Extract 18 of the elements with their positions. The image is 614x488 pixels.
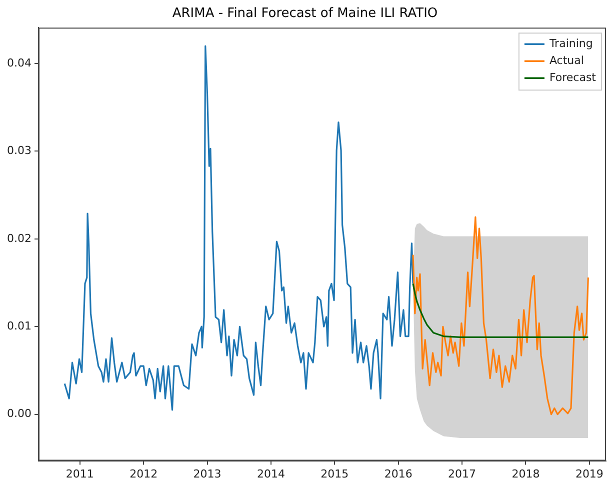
y-tick-label: 0.03: [6, 144, 32, 158]
legend-label: Actual: [549, 54, 584, 67]
x-tick-label: 2011: [66, 467, 94, 480]
chart-title: ARIMA - Final Forecast of Maine ILI RATIO: [172, 6, 438, 22]
x-tick-label: 2013: [193, 467, 222, 480]
y-tick-label: 0.01: [6, 319, 32, 332]
x-tick-label: 2019: [575, 467, 604, 480]
y-tick-label: 0.00: [6, 407, 32, 420]
x-tick-label: 2017: [448, 467, 476, 480]
legend-label: Forecast: [549, 70, 597, 84]
x-tick-label: 2015: [320, 467, 349, 480]
y-tick-label: 0.04: [6, 56, 32, 70]
x-tick-label: 2012: [130, 467, 158, 480]
x-tick-label: 2018: [512, 467, 540, 480]
x-tick-label: 2014: [256, 467, 285, 480]
y-tick-label: 0.02: [6, 232, 32, 245]
legend-label: Training: [548, 36, 593, 50]
x-tick-label: 2016: [384, 467, 412, 480]
